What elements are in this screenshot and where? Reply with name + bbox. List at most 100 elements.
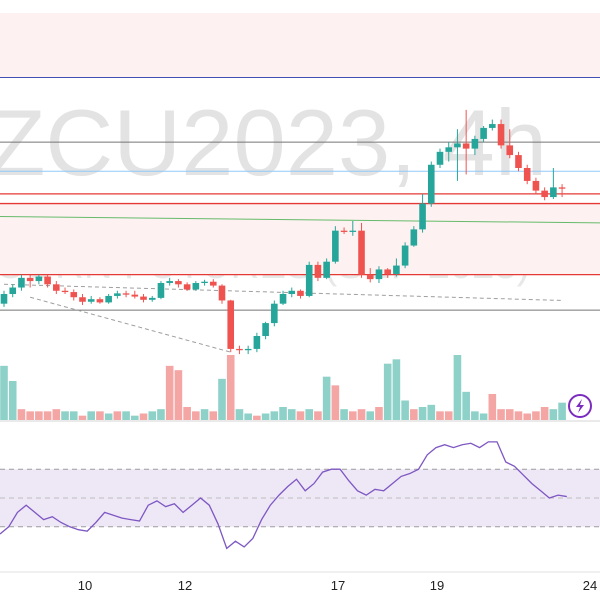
candle-body	[462, 143, 470, 149]
candle-body	[183, 284, 191, 290]
candle-body	[53, 284, 60, 291]
volume-bar	[444, 411, 453, 420]
volume-bar	[17, 409, 26, 420]
volume-bar	[331, 385, 340, 420]
candle-body	[140, 296, 147, 300]
candle-body	[70, 292, 78, 298]
candle-body	[471, 138, 479, 149]
rsi-pane	[0, 420, 600, 550]
candle-body	[279, 294, 287, 304]
volume-bar	[218, 378, 226, 420]
volume-bar	[418, 407, 427, 420]
volume-bar	[157, 409, 165, 420]
rsi-line	[0, 441, 567, 550]
candle-body	[201, 281, 208, 284]
candle-body	[157, 283, 165, 298]
candle-body	[410, 229, 418, 246]
volume-bar	[523, 413, 531, 420]
x-tick-label: 24	[583, 578, 597, 593]
candle-body	[454, 143, 461, 148]
candle-body	[515, 155, 522, 168]
candle-body	[18, 277, 25, 288]
candle-body	[489, 124, 496, 128]
volume-bar	[87, 411, 95, 420]
volume-bar	[96, 411, 104, 420]
candle-body	[96, 299, 104, 303]
volume-bar	[270, 411, 279, 420]
candle-body	[114, 293, 121, 296]
candle-body	[218, 285, 226, 301]
candle-body	[523, 168, 531, 181]
candle-body	[35, 276, 43, 282]
volume-bar	[139, 413, 148, 420]
volume-bar	[305, 409, 313, 420]
candle-body	[131, 294, 139, 297]
volume-bar	[122, 411, 130, 420]
candle-body	[61, 290, 69, 293]
candle-body	[79, 297, 86, 302]
volume-bar	[8, 381, 17, 420]
volume-bar	[78, 415, 87, 420]
x-tick-label: 17	[331, 578, 345, 593]
volume-bar	[488, 394, 497, 420]
volume-bar	[436, 411, 444, 420]
volume-bar	[226, 355, 235, 420]
candle-body	[541, 190, 548, 198]
volume-bar	[366, 411, 375, 420]
volume-bar	[113, 411, 122, 420]
lightning-badge-icon[interactable]	[568, 394, 592, 418]
volume-bar	[131, 415, 139, 420]
candle-body	[175, 281, 182, 285]
volume-bar	[357, 409, 366, 420]
volume-bar	[148, 411, 157, 420]
candle-body	[366, 274, 374, 280]
candle-body	[262, 323, 269, 336]
volume-bar	[200, 409, 209, 420]
volume-bar	[43, 411, 52, 420]
candle-body	[44, 276, 51, 285]
volume-bar	[314, 411, 322, 420]
volume-bar	[52, 409, 61, 420]
volume-bar	[322, 376, 331, 420]
x-tick-label: 19	[430, 578, 444, 593]
volume-bar	[401, 400, 409, 420]
candle-body	[480, 127, 487, 139]
volume-bar	[104, 413, 113, 420]
candle-body	[558, 187, 566, 189]
candle-body	[393, 265, 400, 274]
candle-body	[506, 145, 514, 156]
trend-line-0	[3, 283, 563, 301]
candle-body	[227, 300, 235, 349]
candle-body	[375, 269, 383, 280]
candle-body	[305, 264, 313, 296]
candles	[0, 109, 566, 355]
volume-bar	[192, 411, 200, 420]
candle-body	[244, 348, 252, 351]
candle-body	[9, 287, 17, 294]
zone-1	[0, 203, 600, 275]
green-level-line	[0, 215, 600, 224]
volume-bar	[410, 409, 418, 420]
volume-bar	[253, 415, 261, 420]
volume-bar	[549, 409, 558, 420]
volume-bar	[209, 411, 218, 420]
volume-bar	[340, 409, 348, 420]
volume-bar	[261, 413, 270, 420]
volume-bar	[287, 409, 296, 420]
candle-body	[436, 151, 444, 165]
candle-body	[209, 281, 217, 286]
volume-bar	[532, 411, 540, 420]
zone-0	[0, 12, 600, 78]
candle-body	[105, 295, 112, 303]
candle-body	[166, 281, 173, 284]
candle-body	[148, 297, 156, 300]
candle-body	[427, 164, 435, 204]
candle-body	[192, 283, 200, 290]
volume-bar	[471, 411, 479, 420]
candle-body	[297, 290, 304, 296]
candle-body	[497, 124, 505, 146]
candle-body	[236, 348, 243, 351]
volume-bar	[540, 407, 549, 420]
volume-bar	[505, 409, 514, 420]
